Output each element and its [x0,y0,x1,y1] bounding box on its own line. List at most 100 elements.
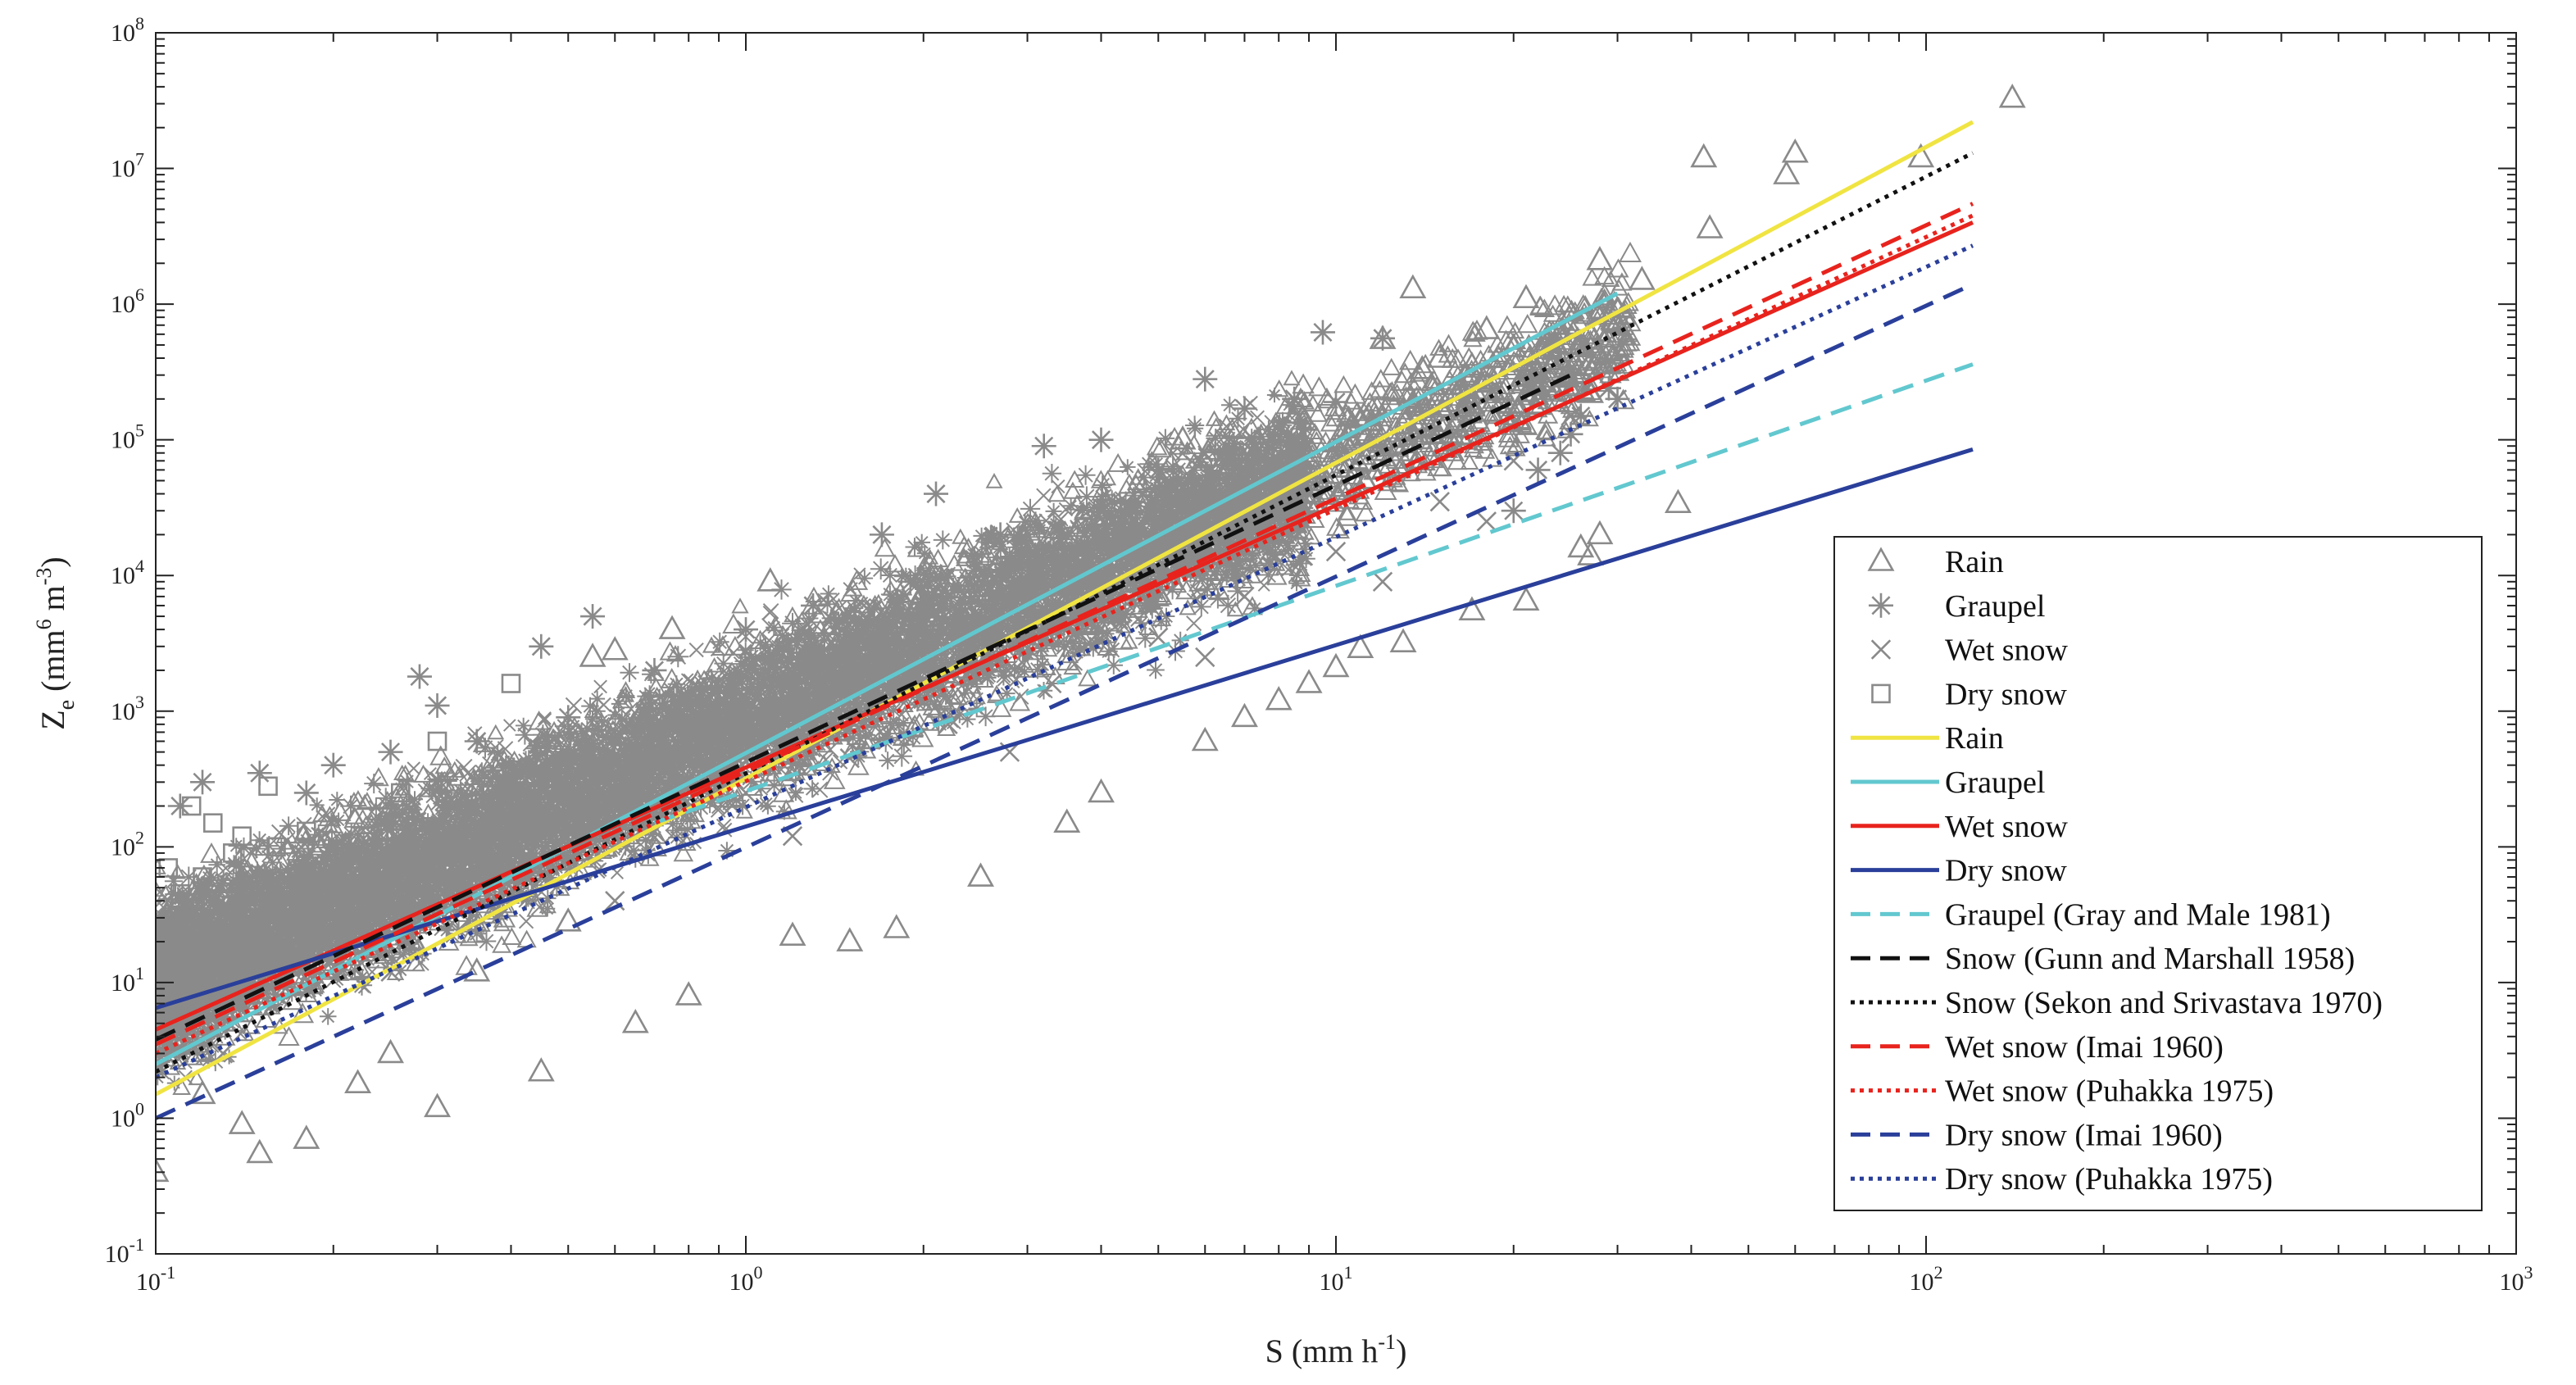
line-graupel [156,291,1619,1066]
data-point [170,908,190,928]
scatter-series-graupel [167,320,1630,819]
data-point [675,981,702,1006]
data-point [1664,488,1692,514]
data-point [378,739,403,765]
x-axis-label: S (mm h-1) [1265,1330,1407,1369]
data-point [1998,84,2026,108]
data-point [734,617,758,643]
data-point [293,1124,320,1149]
y-tick-label: 100 [111,1098,144,1132]
data-point [554,907,582,932]
data-point [1567,533,1595,558]
data-point [1213,440,1238,465]
data-point [1372,571,1393,592]
data-point [1503,451,1524,471]
legend-marker-x-icon [1870,639,1892,660]
data-point [1322,652,1350,678]
data-point [1324,389,1348,415]
data-point [190,770,216,795]
data-point [1325,541,1347,562]
data-point [424,1092,451,1118]
data-point [1232,396,1257,421]
legend-label: Dry snow [1945,677,2067,711]
data-point [1195,647,1215,668]
legend-item: Graupel [1869,589,2045,624]
data-point [883,914,911,938]
y-tick-label: 104 [111,556,144,589]
legend-label: Dry snow [1945,854,2067,888]
data-point [282,899,302,919]
x-tick-label: 103 [2500,1262,2533,1296]
legend-label: Graupel [1945,589,2045,624]
legend-label: Graupel (Gray and Male 1981) [1945,897,2331,932]
line-rain [156,120,1974,1097]
data-point [735,783,756,803]
data-point [463,957,491,982]
data-point [1907,143,1935,168]
data-point [320,752,346,778]
legend-label: Dry snow (Puhakka 1975) [1945,1162,2273,1197]
y-axis-label: Ze (mm6 m-3) [32,556,80,730]
data-point [1015,539,1040,565]
data-point [1586,246,1614,270]
data-point [967,862,994,887]
data-point [1501,498,1526,524]
data-point [170,883,190,904]
data-point [1347,633,1374,659]
legend-item: Wet snow [1870,633,2069,668]
data-point [1690,143,1718,168]
data-point [988,522,1013,547]
data-point [1781,138,1809,163]
data-point [1370,325,1396,351]
x-tick-label: 100 [729,1262,763,1296]
y-tick-label: 107 [111,149,144,183]
legend-label: Graupel [1945,765,2045,800]
data-point [464,729,489,754]
data-point [1561,406,1581,426]
data-point [1512,284,1540,309]
data-point [1577,541,1605,565]
data-point [1295,669,1323,693]
legend-item: Rain [1851,721,2004,756]
data-point [1282,386,1307,411]
data-point [1512,586,1540,611]
data-point [529,633,554,659]
fit-lines [156,120,1974,1120]
data-point [1234,586,1255,607]
data-point [213,891,233,911]
x-tick-label: 10-1 [136,1262,175,1296]
data-point [344,1069,372,1093]
data-point [1628,266,1656,290]
legend-marker-triangle-icon [1867,547,1895,571]
data-point [296,821,316,842]
data-point [1146,457,1171,483]
data-point [193,867,212,887]
data-point [621,1009,649,1033]
data-point [1211,442,1239,467]
legend-item: Dry snow (Puhakka 1975) [1851,1162,2273,1197]
data-point [1408,355,1436,379]
data-point [1458,596,1486,621]
data-point [228,1110,256,1134]
data-point [556,705,581,730]
data-point [1399,274,1427,299]
y-tick-label: 102 [111,827,144,861]
legend: Rain Graupel Wet snow Dry snow Rain Graupel We… [1833,536,2483,1211]
data-point [427,731,448,752]
data-point [1310,320,1335,345]
data-point [156,1157,170,1183]
legend-label: Snow (Sekon and Srivastava 1970) [1945,986,2383,1020]
data-point [801,593,826,618]
data-point [501,674,521,693]
legend-item: Dry snow [1851,854,2067,888]
data-point [837,633,862,659]
data-point [1169,425,1197,450]
data-point [1191,726,1219,752]
line-wet-snow-imai-1960 [156,202,1974,1047]
data-point [527,1057,555,1082]
legend-item: Dry snow (Imai 1960) [1851,1118,2223,1152]
data-point [1696,214,1724,238]
data-point [601,636,629,661]
data-point [1265,686,1293,711]
